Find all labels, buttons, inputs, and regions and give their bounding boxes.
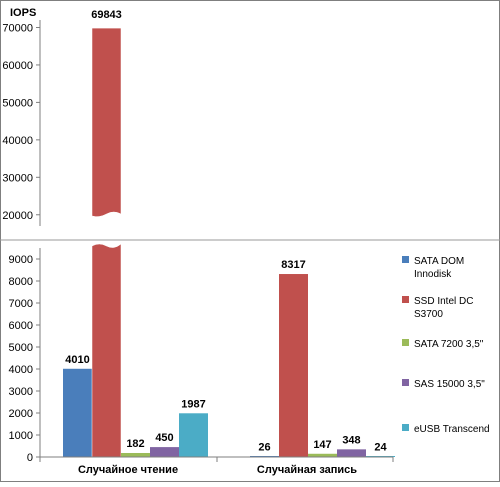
bar-0-0: [63, 368, 92, 457]
y-tick-label-lower-8: 8000: [9, 276, 33, 288]
data-label-2-0: 182: [126, 438, 144, 450]
legend-label-1-1: S3700: [414, 309, 443, 320]
data-label-1-0: 69843: [91, 9, 122, 21]
legend-label-4-0: eUSB Transcend: [414, 424, 490, 435]
y-tick-label-lower-6: 6000: [9, 320, 33, 332]
bar-1-0-lower: [91, 243, 122, 458]
y-tick-label-lower-1: 1000: [9, 430, 33, 442]
x-tick-label-1: Случайная запись: [257, 464, 357, 476]
legend-swatch-0: [402, 256, 409, 263]
y-tick-label-lower-3: 3000: [9, 386, 33, 398]
y-tick-label-upper-2: 40000: [2, 135, 33, 147]
data-label-2-1: 147: [313, 439, 331, 451]
legend-swatch-2: [402, 339, 409, 346]
data-label-4-0: 1987: [181, 398, 205, 410]
y-tick-label-upper-0: 20000: [2, 210, 33, 222]
y-tick-label-upper-3: 50000: [2, 97, 33, 109]
legend-swatch-1: [402, 296, 409, 303]
data-label-3-0: 450: [155, 432, 173, 444]
y-tick-label-lower-4: 4000: [9, 364, 33, 376]
y-axis-title: IOPS: [10, 7, 36, 19]
y-tick-label-upper-5: 70000: [2, 22, 33, 34]
bar-4-0: [179, 413, 208, 457]
y-tick-label-lower-0: 0: [27, 452, 33, 464]
bar-1-1: [279, 274, 308, 457]
data-label-1-1: 8317: [281, 259, 305, 271]
legend-swatch-4: [402, 424, 409, 431]
y-tick-label-upper-1: 30000: [2, 172, 33, 184]
data-label-0-0: 4010: [65, 354, 89, 366]
y-tick-label-lower-5: 5000: [9, 342, 33, 354]
bar-2-1: [308, 453, 337, 457]
legend-swatch-3: [402, 379, 409, 386]
data-label-3-1: 348: [342, 434, 360, 446]
y-tick-label-lower-7: 7000: [9, 298, 33, 310]
x-tick-label-0: Случайное чтение: [78, 464, 178, 476]
bar-3-1: [337, 449, 366, 457]
legend-label-2-0: SATA 7200 3,5": [414, 339, 484, 350]
y-tick-label-lower-9: 9000: [9, 254, 33, 266]
y-tick-label-upper-4: 60000: [2, 60, 33, 72]
bar-2-0: [121, 452, 150, 457]
legend-label-0-0: SATA DOM: [414, 256, 464, 267]
data-label-0-1: 26: [258, 441, 270, 453]
y-tick-label-lower-2: 2000: [9, 408, 33, 420]
bar-3-0: [150, 447, 179, 457]
legend-label-3-0: SAS 15000 3,5": [414, 379, 485, 390]
data-label-4-1: 24: [374, 441, 387, 453]
legend-label-1-0: SSD Intel DC: [414, 296, 473, 307]
legend-label-0-1: Innodisk: [414, 269, 452, 280]
bar-1-0-upper: [91, 27, 122, 217]
